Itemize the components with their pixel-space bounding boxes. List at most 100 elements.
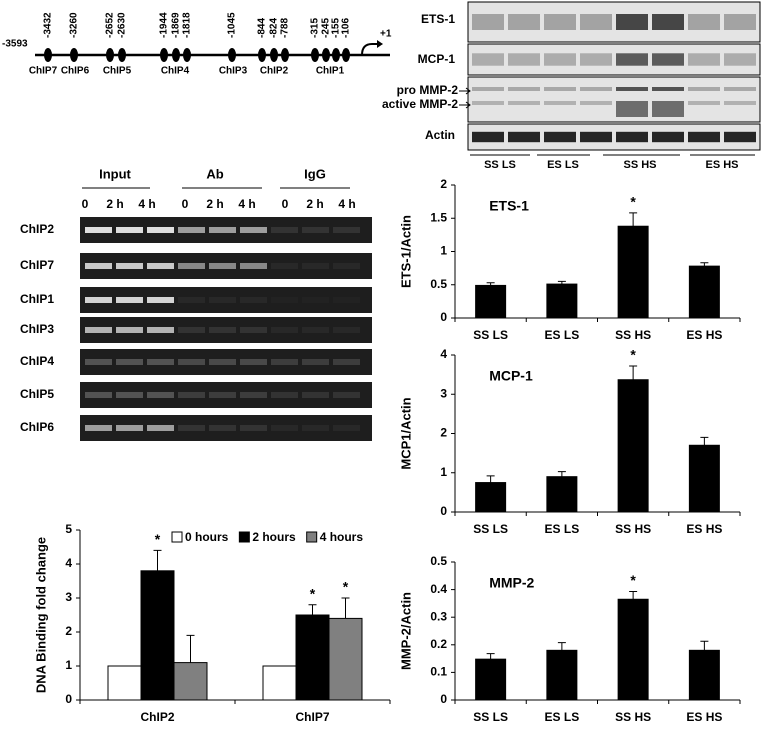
y-tick-label: 0.2 (430, 637, 447, 651)
gel-band (240, 297, 267, 303)
blot-group-label: SS HS (623, 159, 656, 171)
legend-swatch (306, 531, 318, 543)
chart-title: MMP-2 (489, 575, 534, 591)
error-bar (557, 642, 566, 651)
bar (617, 598, 649, 701)
bar (173, 662, 208, 701)
y-tick-label: 2 (65, 624, 72, 638)
x-tick-label: ES HS (686, 328, 722, 342)
x-tick-label: SS LS (473, 328, 508, 342)
site-marker (118, 48, 126, 62)
gel-band (116, 263, 143, 269)
site-label: -2652 (105, 12, 116, 38)
site-label: -1944 (159, 12, 170, 38)
site-label: -824 (269, 18, 280, 38)
bar (475, 284, 507, 319)
legend-label: 0 hours (185, 530, 229, 544)
error-bar (629, 365, 638, 380)
gel-time-label: 0 (282, 197, 289, 211)
gel-band (240, 359, 267, 365)
gel-band (147, 392, 174, 398)
gel-row-label: ChIP2 (20, 222, 54, 236)
y-axis-label: MMP-2/Actin (398, 592, 413, 670)
blot-band (580, 14, 612, 30)
error-bar (486, 282, 495, 286)
y-tick-label: 1.5 (430, 210, 447, 224)
x-tick-label: ES HS (686, 710, 722, 724)
site-marker (342, 48, 350, 62)
site-label: -3260 (69, 12, 80, 38)
blot-row-label: pro MMP-2 (397, 83, 459, 97)
gel-strip (80, 349, 372, 375)
gel-band (178, 263, 205, 269)
gel-band (302, 425, 329, 431)
gel-band (85, 392, 112, 398)
gel-time-label: 4 h (138, 197, 155, 211)
gel-band (209, 425, 236, 431)
gel-row-label: ChIP6 (20, 420, 54, 434)
blot-group-label: SS LS (484, 159, 516, 171)
y-tick-label: 1 (440, 244, 447, 258)
gel-band (302, 359, 329, 365)
site-marker (44, 48, 52, 62)
y-tick-label: 0 (440, 692, 447, 706)
error-bar (486, 653, 495, 660)
blot-row-label: active MMP-2 (382, 97, 458, 111)
y-tick-label: 2 (440, 177, 447, 191)
blot-band (688, 53, 720, 66)
blot-band (580, 131, 612, 143)
error-bar (629, 212, 638, 227)
gel-band (178, 297, 205, 303)
y-axis-label: ETS-1/Actin (398, 215, 413, 288)
blot-panel (467, 76, 761, 123)
x-tick-label: SS HS (615, 328, 651, 342)
blot-band (616, 131, 648, 143)
significance-mark: * (155, 531, 161, 547)
error-bar (186, 634, 195, 663)
gel-row-label: ChIP7 (20, 258, 54, 272)
gel-band (240, 227, 267, 233)
chip-region-label: ChIP3 (219, 66, 248, 77)
gel-band (116, 227, 143, 233)
bar (328, 617, 363, 701)
bar (617, 225, 649, 319)
chip-region-label: ChIP1 (316, 66, 345, 77)
y-axis-label: MCP1/Actin (398, 397, 413, 469)
site-label: -245 (321, 18, 332, 38)
x-tick-label: SS LS (473, 710, 508, 724)
gel-band (209, 227, 236, 233)
bar (475, 658, 507, 701)
blot-band (688, 14, 720, 30)
blot-band (688, 131, 720, 143)
gel-time-label: 4 h (238, 197, 255, 211)
site-marker (160, 48, 168, 62)
error-bar (700, 262, 709, 267)
bar (546, 476, 578, 513)
bar (688, 265, 720, 319)
blot-row-label: Actin (425, 128, 455, 142)
chip-region-label: ChIP4 (161, 66, 190, 77)
blot-band (472, 87, 504, 91)
significance-mark: * (310, 586, 316, 602)
site-label: -788 (280, 18, 291, 38)
tss-arrowhead (377, 40, 383, 48)
gel-group-label: Ab (206, 166, 223, 181)
site-label: -315 (310, 18, 321, 38)
blot-band (724, 14, 756, 30)
blot-band (688, 87, 720, 91)
gel-band (147, 359, 174, 365)
blot-band (616, 87, 648, 91)
blot-band (724, 101, 756, 105)
gel-group-label: Input (99, 166, 131, 181)
error-bar (557, 280, 566, 285)
y-tick-label: 1 (440, 465, 447, 479)
gel-band (271, 297, 298, 303)
site-label: -1045 (227, 12, 238, 38)
blot-band (472, 53, 504, 66)
gel-band (85, 359, 112, 365)
significance-mark: * (343, 579, 349, 595)
x-tick-label: SS LS (473, 522, 508, 536)
blot-band (544, 101, 576, 105)
blot-band (472, 14, 504, 30)
gel-band (85, 327, 112, 333)
